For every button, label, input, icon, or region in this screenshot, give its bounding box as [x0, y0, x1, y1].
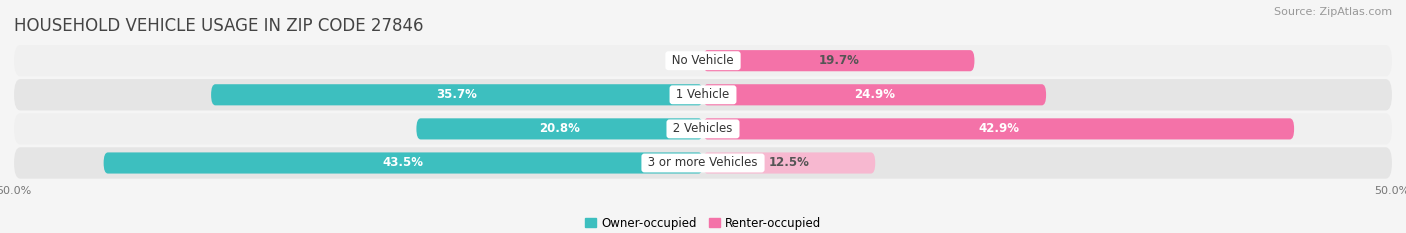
FancyBboxPatch shape: [416, 118, 703, 140]
Text: 1 Vehicle: 1 Vehicle: [672, 88, 734, 101]
Text: 42.9%: 42.9%: [979, 122, 1019, 135]
FancyBboxPatch shape: [14, 147, 1392, 179]
Text: 0.0%: 0.0%: [710, 54, 740, 67]
FancyBboxPatch shape: [14, 79, 1392, 110]
Text: 19.7%: 19.7%: [818, 54, 859, 67]
Text: 35.7%: 35.7%: [437, 88, 478, 101]
Text: 3 or more Vehicles: 3 or more Vehicles: [644, 157, 762, 169]
Text: 2 Vehicles: 2 Vehicles: [669, 122, 737, 135]
Text: 12.5%: 12.5%: [769, 157, 810, 169]
FancyBboxPatch shape: [703, 84, 1046, 105]
FancyBboxPatch shape: [703, 118, 1294, 140]
FancyBboxPatch shape: [703, 152, 875, 174]
Text: No Vehicle: No Vehicle: [668, 54, 738, 67]
Text: 20.8%: 20.8%: [540, 122, 581, 135]
FancyBboxPatch shape: [14, 45, 1392, 76]
FancyBboxPatch shape: [211, 84, 703, 105]
Legend: Owner-occupied, Renter-occupied: Owner-occupied, Renter-occupied: [579, 212, 827, 233]
FancyBboxPatch shape: [104, 152, 703, 174]
Text: Source: ZipAtlas.com: Source: ZipAtlas.com: [1274, 7, 1392, 17]
FancyBboxPatch shape: [703, 50, 974, 71]
FancyBboxPatch shape: [14, 113, 1392, 144]
Text: 24.9%: 24.9%: [853, 88, 896, 101]
Text: 43.5%: 43.5%: [382, 157, 423, 169]
Text: HOUSEHOLD VEHICLE USAGE IN ZIP CODE 27846: HOUSEHOLD VEHICLE USAGE IN ZIP CODE 2784…: [14, 17, 423, 35]
